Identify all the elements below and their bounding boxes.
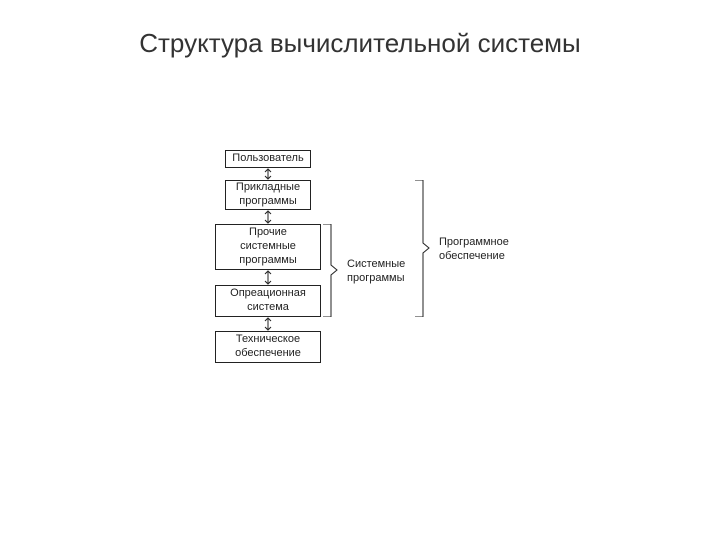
node-os-label: Опреационнаясистема [230,287,306,315]
bracket-software-label: Программноеобеспечение [439,236,509,264]
node-user-label: Пользователь [232,152,303,166]
page-title: Структура вычислительной системы [0,28,720,59]
node-apps-label: Прикладныепрограммы [236,181,300,209]
arrow-user-apps [264,168,272,180]
node-syssw-label: Прочиесистемныепрограммы [239,226,296,267]
node-apps: Прикладныепрограммы [225,180,311,210]
node-syssw: Прочиесистемныепрограммы [215,224,321,270]
structure-diagram: Пользователь Прикладныепрограммы Прочиес… [205,150,625,430]
bracket-sys-programs [323,224,341,317]
node-hw: Техническоеобеспечение [215,331,321,363]
bracket-sys-programs-label: Системныепрограммы [347,258,405,286]
bracket-software [415,180,433,317]
arrow-os-hw [264,317,272,331]
node-hw-label: Техническоеобеспечение [235,333,301,361]
arrow-apps-syssw [264,210,272,224]
node-user: Пользователь [225,150,311,168]
node-os: Опреационнаясистема [215,285,321,317]
arrow-syssw-os [264,270,272,285]
